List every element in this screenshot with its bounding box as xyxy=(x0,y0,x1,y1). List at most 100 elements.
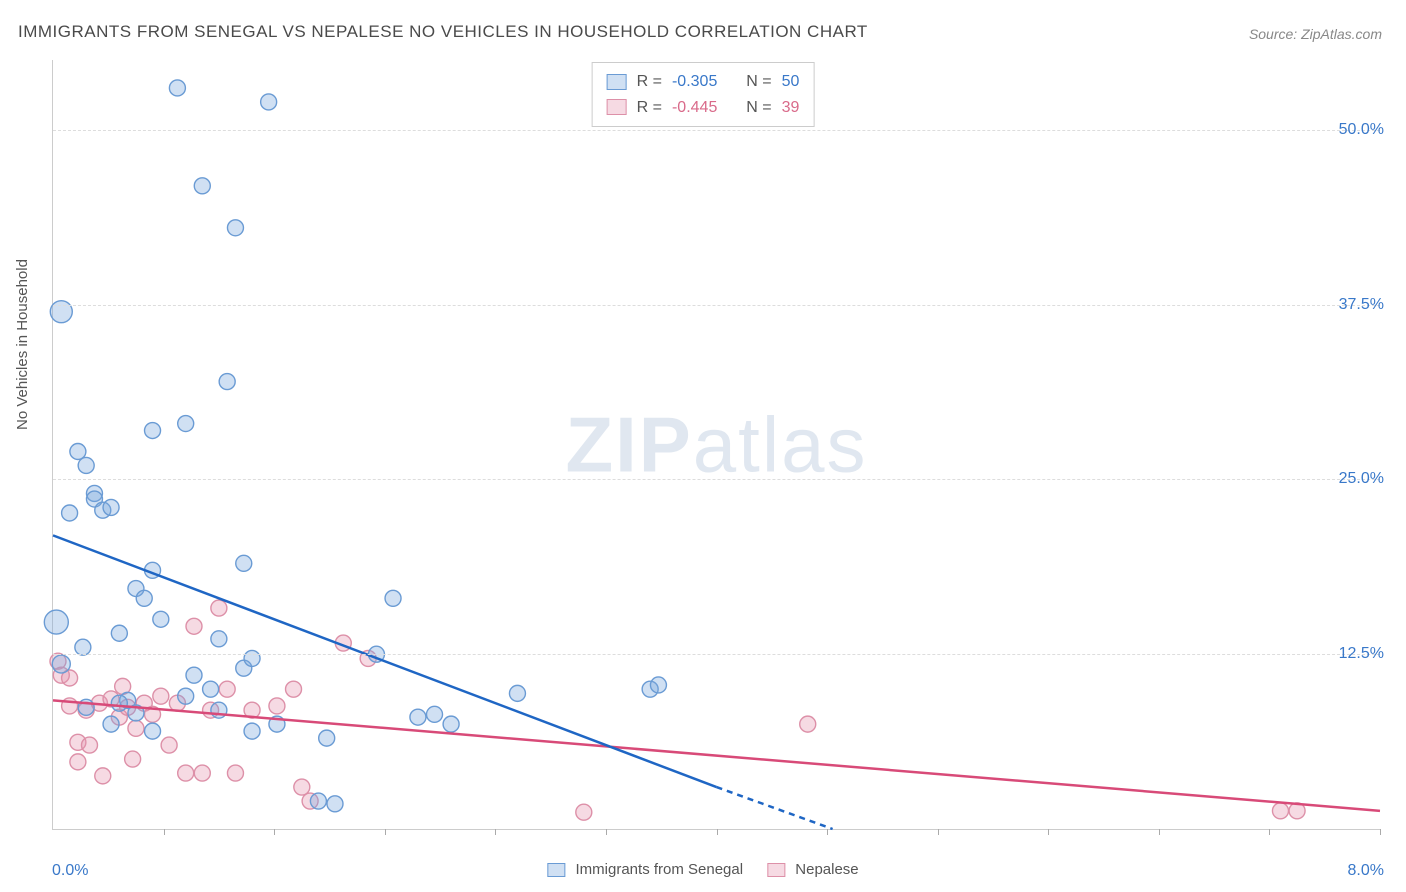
stat-n-senegal: 50 xyxy=(782,69,800,95)
data-point xyxy=(103,499,119,515)
data-point xyxy=(78,457,94,473)
data-point xyxy=(178,688,194,704)
x-tick xyxy=(1269,829,1270,835)
source-label: Source: xyxy=(1249,26,1297,42)
data-point xyxy=(236,555,252,571)
data-point xyxy=(800,716,816,732)
data-point xyxy=(219,374,235,390)
data-point xyxy=(650,677,666,693)
stat-r-label: R = xyxy=(637,69,662,95)
y-tick-label: 50.0% xyxy=(1339,121,1384,139)
data-point xyxy=(443,716,459,732)
data-point xyxy=(178,765,194,781)
legend-item-nepalese: Nepalese xyxy=(767,861,859,878)
data-point xyxy=(169,80,185,96)
stats-row-nepalese: R = -0.445 N = 39 xyxy=(607,95,800,121)
legend-bottom: Immigrants from Senegal Nepalese xyxy=(547,861,858,878)
x-tick xyxy=(274,829,275,835)
x-tick xyxy=(1380,829,1381,835)
data-point xyxy=(128,720,144,736)
data-point xyxy=(294,779,310,795)
x-axis-min-label: 0.0% xyxy=(52,862,88,880)
data-point xyxy=(52,655,70,673)
source-value: ZipAtlas.com xyxy=(1301,26,1382,42)
data-point xyxy=(136,590,152,606)
trend-line xyxy=(53,535,717,787)
trend-line xyxy=(717,787,833,829)
data-point xyxy=(103,716,119,732)
data-point xyxy=(62,505,78,521)
data-point xyxy=(161,737,177,753)
x-tick xyxy=(1048,829,1049,835)
data-point xyxy=(194,765,210,781)
data-point xyxy=(178,416,194,432)
data-point xyxy=(81,737,97,753)
data-point xyxy=(385,590,401,606)
data-point xyxy=(269,698,285,714)
stat-r-label: R = xyxy=(637,95,662,121)
x-tick xyxy=(938,829,939,835)
data-point xyxy=(227,765,243,781)
source-attribution: Source: ZipAtlas.com xyxy=(1249,26,1382,42)
y-tick-label: 25.0% xyxy=(1339,470,1384,488)
stats-legend-box: R = -0.305 N = 50 R = -0.445 N = 39 xyxy=(592,62,815,127)
trend-line xyxy=(53,700,1380,810)
swatch-senegal-icon xyxy=(547,863,565,877)
legend-label-nepalese: Nepalese xyxy=(795,861,858,878)
data-point xyxy=(186,618,202,634)
data-point xyxy=(125,751,141,767)
gridline-h xyxy=(53,479,1380,480)
data-point xyxy=(261,94,277,110)
data-point xyxy=(244,650,260,666)
data-point xyxy=(310,793,326,809)
data-point xyxy=(75,639,91,655)
x-axis-max-label: 8.0% xyxy=(1348,862,1384,880)
data-point xyxy=(410,709,426,725)
legend-item-senegal: Immigrants from Senegal xyxy=(547,861,743,878)
y-axis-label: No Vehicles in Household xyxy=(14,259,31,430)
data-point xyxy=(70,754,86,770)
plot-area: ZIPatlas xyxy=(52,60,1380,830)
data-point xyxy=(319,730,335,746)
x-tick xyxy=(495,829,496,835)
data-point xyxy=(1272,803,1288,819)
x-tick xyxy=(827,829,828,835)
swatch-nepalese-icon xyxy=(607,99,627,115)
data-point xyxy=(286,681,302,697)
y-tick-label: 37.5% xyxy=(1339,296,1384,314)
stat-r-senegal: -0.305 xyxy=(672,69,717,95)
data-point xyxy=(153,611,169,627)
data-point xyxy=(95,768,111,784)
data-point xyxy=(194,178,210,194)
x-tick xyxy=(164,829,165,835)
data-point xyxy=(111,625,127,641)
data-point xyxy=(145,423,161,439)
data-point xyxy=(576,804,592,820)
stat-r-nepalese: -0.445 xyxy=(672,95,717,121)
data-point xyxy=(244,723,260,739)
x-tick xyxy=(606,829,607,835)
swatch-senegal-icon xyxy=(607,74,627,90)
plot-svg xyxy=(53,60,1380,829)
stat-n-nepalese: 39 xyxy=(782,95,800,121)
x-tick xyxy=(717,829,718,835)
data-point xyxy=(211,631,227,647)
data-point xyxy=(211,600,227,616)
data-point xyxy=(509,685,525,701)
data-point xyxy=(186,667,202,683)
swatch-nepalese-icon xyxy=(767,863,785,877)
data-point xyxy=(70,443,86,459)
y-tick-label: 12.5% xyxy=(1339,645,1384,663)
data-point xyxy=(427,706,443,722)
stat-n-label: N = xyxy=(746,69,771,95)
data-point xyxy=(145,723,161,739)
gridline-h xyxy=(53,130,1380,131)
gridline-h xyxy=(53,305,1380,306)
data-point xyxy=(227,220,243,236)
stats-row-senegal: R = -0.305 N = 50 xyxy=(607,69,800,95)
chart-title: IMMIGRANTS FROM SENEGAL VS NEPALESE NO V… xyxy=(18,22,868,42)
gridline-h xyxy=(53,654,1380,655)
data-point xyxy=(327,796,343,812)
data-point xyxy=(219,681,235,697)
data-point xyxy=(203,681,219,697)
